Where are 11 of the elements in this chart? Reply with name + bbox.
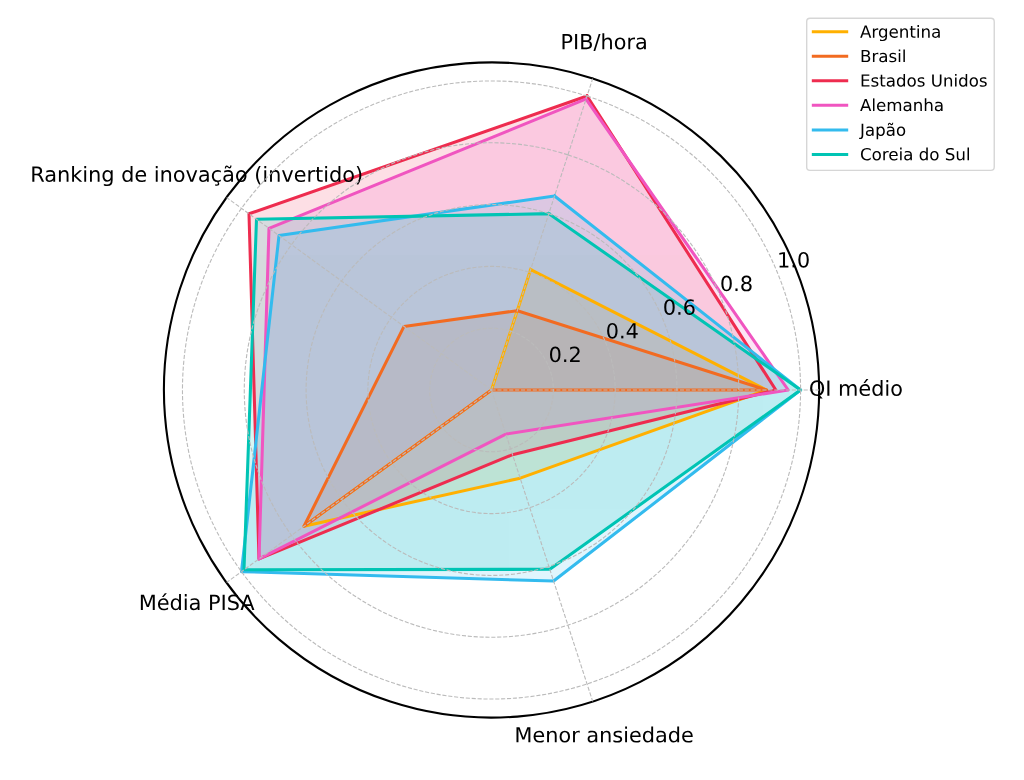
y-tick-label: 0.4 xyxy=(607,322,638,339)
legend-label: Brasil xyxy=(861,49,905,63)
spoke-label: PIB/hora xyxy=(562,33,646,52)
legend-label: Japão xyxy=(859,122,906,140)
spoke-label: Menor ansiedade xyxy=(516,726,693,743)
legend-label: Argentina xyxy=(860,24,940,42)
y-tick-label: 0.2 xyxy=(550,346,580,363)
legend-label: Alemanha xyxy=(860,98,943,112)
legend-label: Coreia do Sul xyxy=(860,147,969,161)
y-tick-label: 0.8 xyxy=(721,275,752,292)
legend-label: Estados Unidos xyxy=(861,73,987,87)
